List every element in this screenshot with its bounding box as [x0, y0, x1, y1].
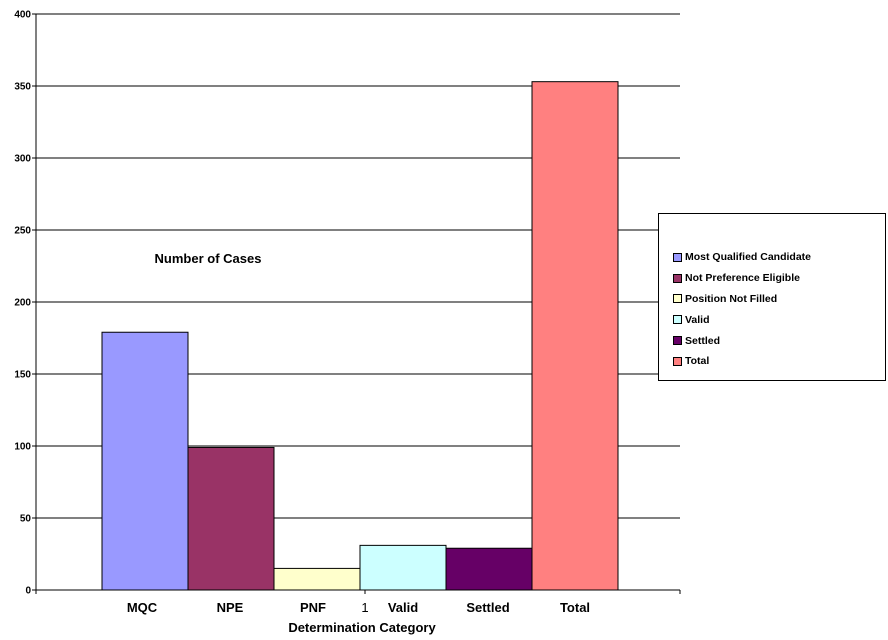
bar-settled — [445, 547, 533, 591]
y-tick-label-200: 200 — [14, 298, 31, 309]
bar-pnf — [273, 567, 361, 591]
y-tick-label-0: 0 — [25, 586, 31, 597]
x-category-label-settled: Settled — [466, 600, 509, 615]
x-category-label-npe: NPE — [217, 600, 244, 615]
legend-swatch — [673, 273, 682, 283]
x-category-labels: MQC NPE PNF Valid Settled Total — [127, 600, 590, 615]
legend-label: Total — [685, 355, 710, 368]
x-category-label-mqc: MQC — [127, 600, 158, 615]
legend-item: Settled — [673, 330, 811, 351]
legend-label: Settled — [685, 334, 721, 347]
legend-item: Position Not Filled — [673, 289, 811, 310]
x-category-label-valid: Valid — [388, 600, 418, 615]
legend: Most Qualified Candidate Not Preference E… — [658, 213, 886, 381]
x-axis-center-tick: 1 — [361, 600, 368, 615]
legend-label: Not Preference Eligible — [685, 272, 800, 285]
bar-total — [531, 81, 619, 591]
legend-swatch — [673, 356, 682, 366]
bars — [101, 81, 619, 591]
bar-valid — [359, 544, 447, 591]
y-tick-label-150: 150 — [14, 370, 31, 381]
legend-item: Not Preference Eligible — [673, 268, 811, 289]
x-category-label-pnf: PNF — [300, 600, 326, 615]
bar-npe — [187, 446, 275, 591]
y-tick-labels: 0 50 100 150 200 250 300 350 400 — [14, 10, 31, 597]
legend-list: Most Qualified Candidate Not Preference E… — [673, 247, 811, 372]
y-tick-label-50: 50 — [20, 514, 32, 525]
y-tick-label-100: 100 — [14, 442, 31, 453]
bar-mqc — [101, 331, 189, 591]
x-axis-title: Determination Category — [288, 620, 436, 635]
y-tick-label-400: 400 — [14, 10, 31, 21]
y-tick-label-300: 300 — [14, 154, 31, 165]
legend-swatch — [673, 252, 682, 262]
chart-annotation: Number of Cases — [155, 251, 262, 266]
legend-item: Total — [673, 351, 811, 372]
axes — [35, 14, 681, 594]
legend-label: Position Not Filled — [685, 292, 778, 305]
legend-label: Most Qualified Candidate — [685, 251, 812, 264]
x-category-label-total: Total — [560, 600, 590, 615]
legend-swatch — [673, 315, 682, 325]
legend-swatch — [673, 336, 682, 346]
legend-swatch — [673, 294, 682, 304]
y-tick-label-350: 350 — [14, 82, 31, 93]
legend-item: Valid — [673, 309, 811, 330]
legend-label: Valid — [685, 313, 710, 326]
legend-item: Most Qualified Candidate — [673, 247, 811, 268]
y-tick-label-250: 250 — [14, 226, 31, 237]
